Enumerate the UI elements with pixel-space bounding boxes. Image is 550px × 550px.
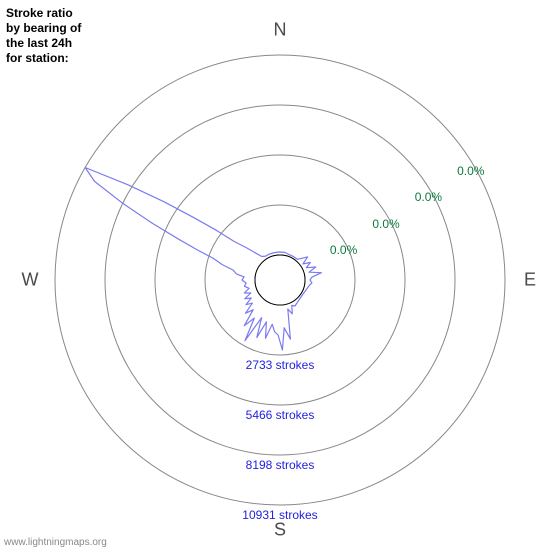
ring-pct-label: 0.0% [372, 217, 399, 231]
ring-pct-label: 0.0% [330, 243, 357, 257]
ring-strokes-label: 10931 strokes [242, 508, 317, 522]
title-line-1: by bearing of [6, 21, 81, 35]
title-line-2: the last 24h [6, 36, 72, 50]
ring-pct-label: 0.0% [415, 190, 442, 204]
chart-title: Stroke ratio by bearing of the last 24h … [6, 6, 81, 66]
polar-chart-canvas: { "title_lines": ["Stroke ratio", "by be… [0, 0, 550, 550]
cardinal-s: S [274, 520, 286, 541]
ring-strokes-label: 2733 strokes [246, 358, 315, 372]
cardinal-n: N [274, 20, 287, 41]
cardinal-w: W [22, 270, 39, 291]
title-line-3: for station: [6, 51, 69, 65]
footer-credit: www.lightningmaps.org [4, 537, 107, 548]
ring-strokes-label: 8198 strokes [246, 458, 315, 472]
title-line-0: Stroke ratio [6, 6, 73, 20]
ring-pct-label: 0.0% [457, 164, 484, 178]
ring-strokes-label: 5466 strokes [246, 408, 315, 422]
cardinal-e: E [524, 270, 536, 291]
